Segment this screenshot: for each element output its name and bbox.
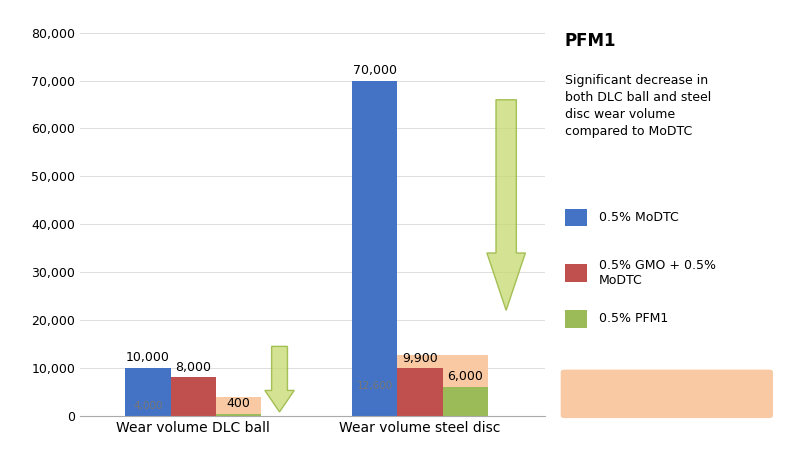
Bar	[126, 397, 261, 416]
Text: 4,000: 4,000	[133, 401, 163, 411]
Text: PFM1: PFM1	[565, 32, 616, 50]
Text: 70,000: 70,000	[352, 64, 396, 77]
Text: Significant decrease in
both DLC ball and steel
disc wear volume
compared to MoD: Significant decrease in both DLC ball an…	[565, 74, 711, 138]
Bar	[397, 368, 443, 416]
Text: 6,000: 6,000	[448, 370, 483, 383]
Text: 0.5% PFM1: 0.5% PFM1	[599, 312, 668, 325]
Text: 0.5% GMO + 0.5%
MoDTC: 0.5% GMO + 0.5% MoDTC	[599, 259, 716, 286]
Text: 12,600: 12,600	[356, 381, 392, 391]
Bar	[171, 377, 216, 416]
Text: 10,000: 10,000	[126, 351, 170, 364]
Text: 400: 400	[227, 397, 251, 410]
Text: 9,900: 9,900	[402, 352, 438, 365]
Text: 8,000: 8,000	[175, 361, 211, 374]
Text: 5W30 oil baseline wear: 5W30 oil baseline wear	[594, 387, 740, 401]
Text: 0.5% MoDTC: 0.5% MoDTC	[599, 211, 679, 224]
Bar	[352, 355, 488, 416]
FancyArrow shape	[487, 100, 525, 310]
Bar	[352, 80, 397, 416]
Bar	[443, 387, 488, 416]
Bar	[126, 368, 171, 416]
Bar	[216, 414, 261, 416]
FancyArrow shape	[265, 346, 294, 412]
